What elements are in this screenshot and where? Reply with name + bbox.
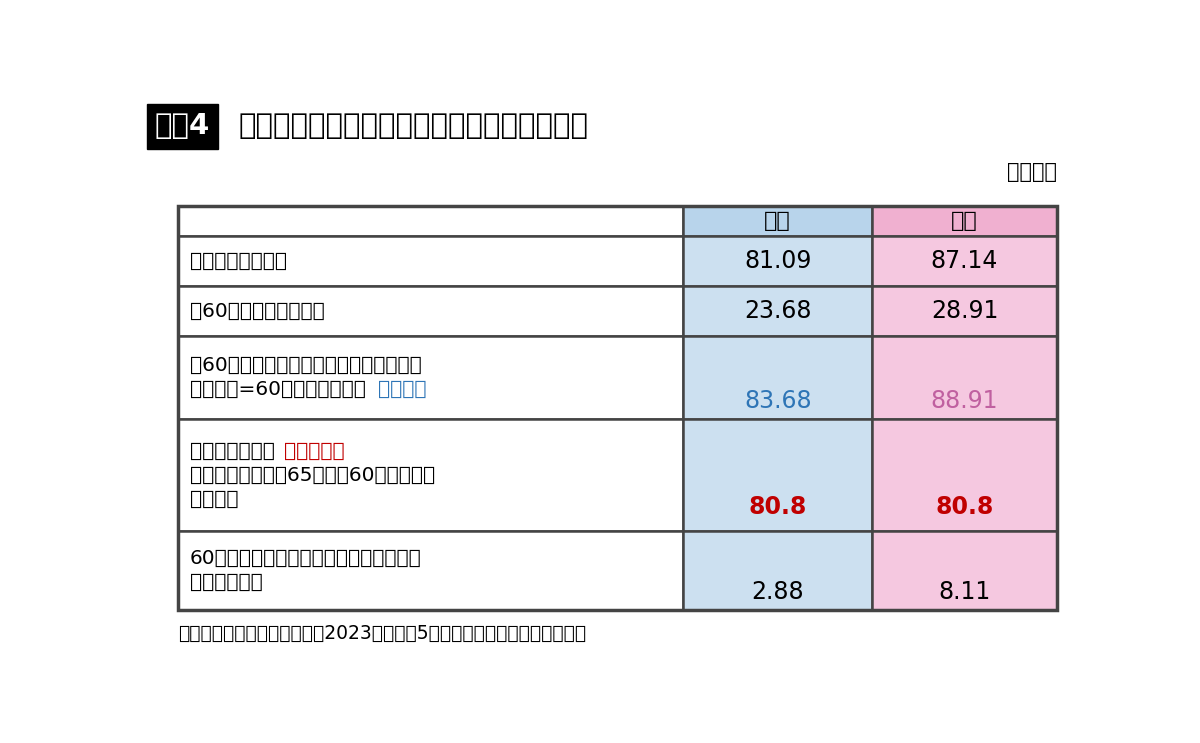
Text: 81.09: 81.09 <box>744 249 811 273</box>
Bar <box>178 336 683 419</box>
Text: 年金繰り下げの: 年金繰り下げの <box>190 441 275 461</box>
Text: 日本人の平均余命と年金繰上げの損益分岐点: 日本人の平均余命と年金繰上げの損益分岐点 <box>239 112 588 140</box>
Bar <box>872 531 1057 610</box>
Text: 87.14: 87.14 <box>931 249 998 273</box>
Text: 女性: 女性 <box>952 211 978 231</box>
Text: 2.88: 2.88 <box>751 580 804 605</box>
Text: の損益分岐点: の損益分岐点 <box>190 573 263 592</box>
Text: 80.8: 80.8 <box>749 495 806 519</box>
Bar <box>683 236 872 286</box>
Bar <box>872 286 1057 336</box>
Text: 88.91: 88.91 <box>931 389 998 413</box>
Bar <box>872 207 1057 236</box>
Text: 8.11: 8.11 <box>938 580 990 605</box>
Text: られるか=60歳になった人の: られるか=60歳になった人の <box>190 380 366 399</box>
Text: 損益分岐点: 損益分岐点 <box>284 441 344 461</box>
Bar <box>872 419 1057 531</box>
Text: 同60歳からの平均余命: 同60歳からの平均余命 <box>190 302 325 320</box>
Text: 60歳になった人の平均寿命ー年金繰上げ: 60歳になった人の平均寿命ー年金繰上げ <box>190 549 421 568</box>
Text: （支給開始年齢を65歳から60歳に繰上げ: （支給開始年齢を65歳から60歳に繰上げ <box>190 466 436 484</box>
Text: 28.91: 28.91 <box>931 299 998 323</box>
Bar <box>683 336 872 419</box>
Bar <box>683 531 872 610</box>
Bar <box>683 286 872 336</box>
Bar <box>683 207 872 236</box>
Text: た場合）: た場合） <box>190 490 239 509</box>
Text: 23.68: 23.68 <box>744 299 811 323</box>
Bar <box>178 207 1057 610</box>
Bar <box>178 236 683 286</box>
Text: 単位：歳: 単位：歳 <box>1007 162 1057 182</box>
Bar <box>178 531 683 610</box>
Text: 平均寿命: 平均寿命 <box>378 380 427 399</box>
Bar <box>178 286 683 336</box>
Text: 80.8: 80.8 <box>935 495 994 519</box>
Bar <box>872 236 1057 286</box>
Text: 同60歳になった人は平均で何歳まで生き: 同60歳になった人は平均で何歳まで生き <box>190 356 421 375</box>
Bar <box>178 419 683 531</box>
Text: 図表4: 図表4 <box>155 112 210 140</box>
Text: 男性: 男性 <box>764 211 791 231</box>
Bar <box>178 207 683 236</box>
Bar <box>683 419 872 531</box>
Text: 日本人の平均寿命: 日本人の平均寿命 <box>190 251 287 270</box>
Bar <box>872 336 1057 419</box>
Text: 83.68: 83.68 <box>744 389 811 413</box>
Text: 注）上記は厚生労働省作成　2023年（令和5年）簡易生命表を基に筆者作成: 注）上記は厚生労働省作成 2023年（令和5年）簡易生命表を基に筆者作成 <box>178 624 586 643</box>
